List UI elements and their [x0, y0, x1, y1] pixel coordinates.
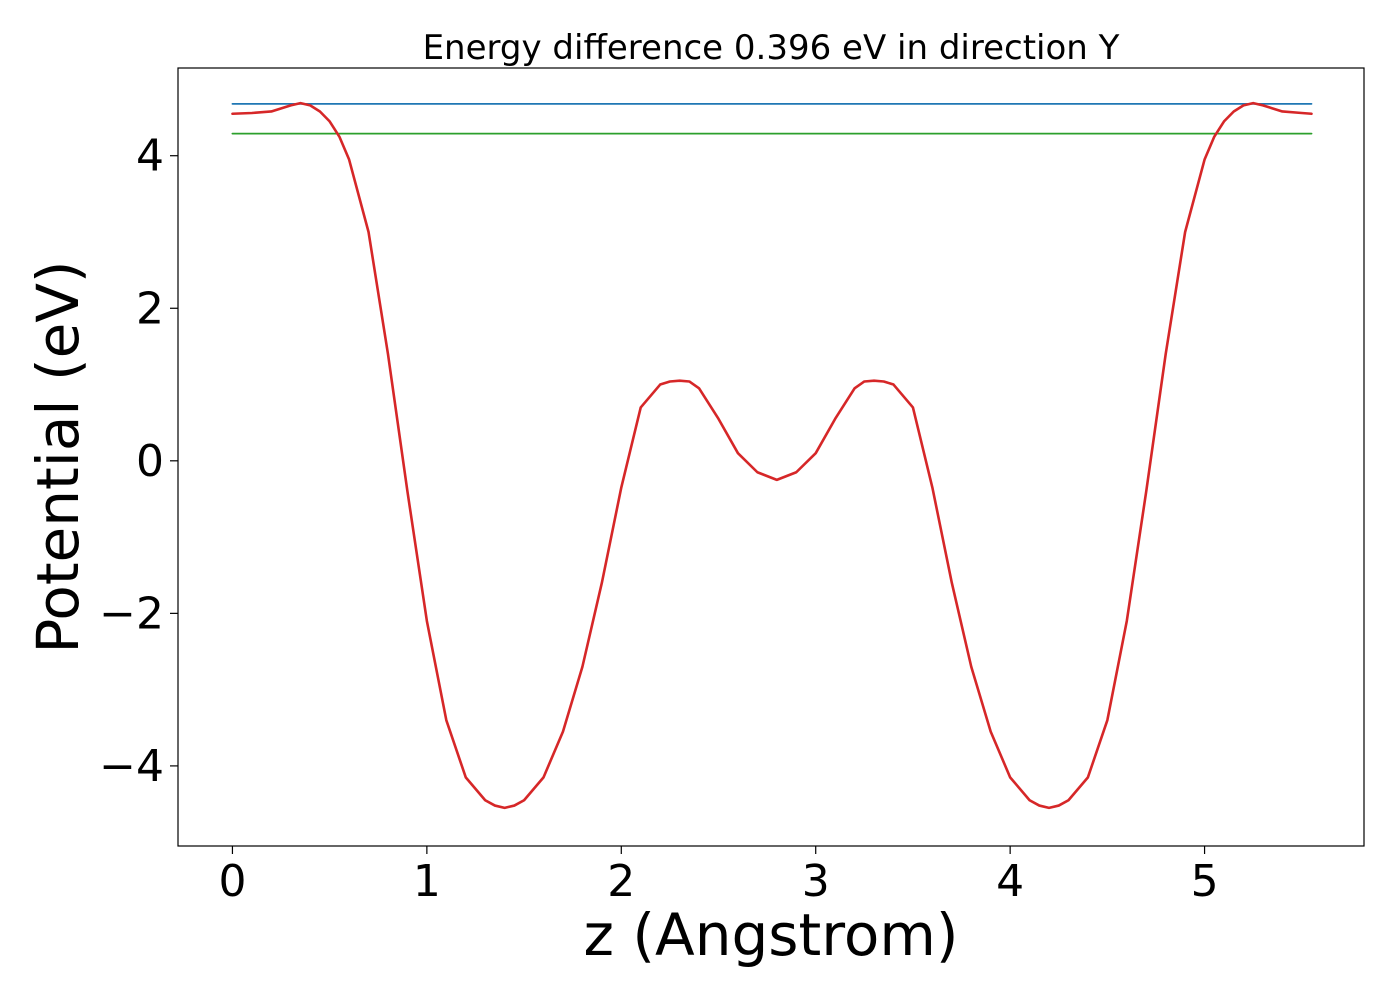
x-axis: 0 1 2 3 4 5: [218, 846, 1219, 907]
y-tick-label: −4: [99, 741, 164, 792]
x-tick-label: 4: [996, 856, 1024, 907]
x-tick-label: 0: [218, 856, 246, 907]
x-axis-label: z (Angstrom): [584, 901, 959, 969]
x-tick-label: 1: [413, 856, 441, 907]
x-tick-label: 2: [607, 856, 635, 907]
plot-area: [231, 101, 1313, 810]
y-tick-label: 0: [136, 436, 164, 487]
y-tick-label: −2: [99, 588, 164, 639]
y-tick-label: 4: [136, 131, 164, 182]
y-tick-label: 2: [136, 283, 164, 334]
series-line-2: [231, 101, 1313, 810]
x-tick-label: 5: [1191, 856, 1219, 907]
plot-frame: [177, 67, 1365, 847]
y-axis-label: Potential (eV): [24, 260, 92, 653]
chart-title: Energy difference 0.396 eV in direction …: [423, 28, 1120, 68]
y-axis: −4 −2 0 2 4: [99, 131, 178, 792]
x-tick-label: 3: [802, 856, 830, 907]
